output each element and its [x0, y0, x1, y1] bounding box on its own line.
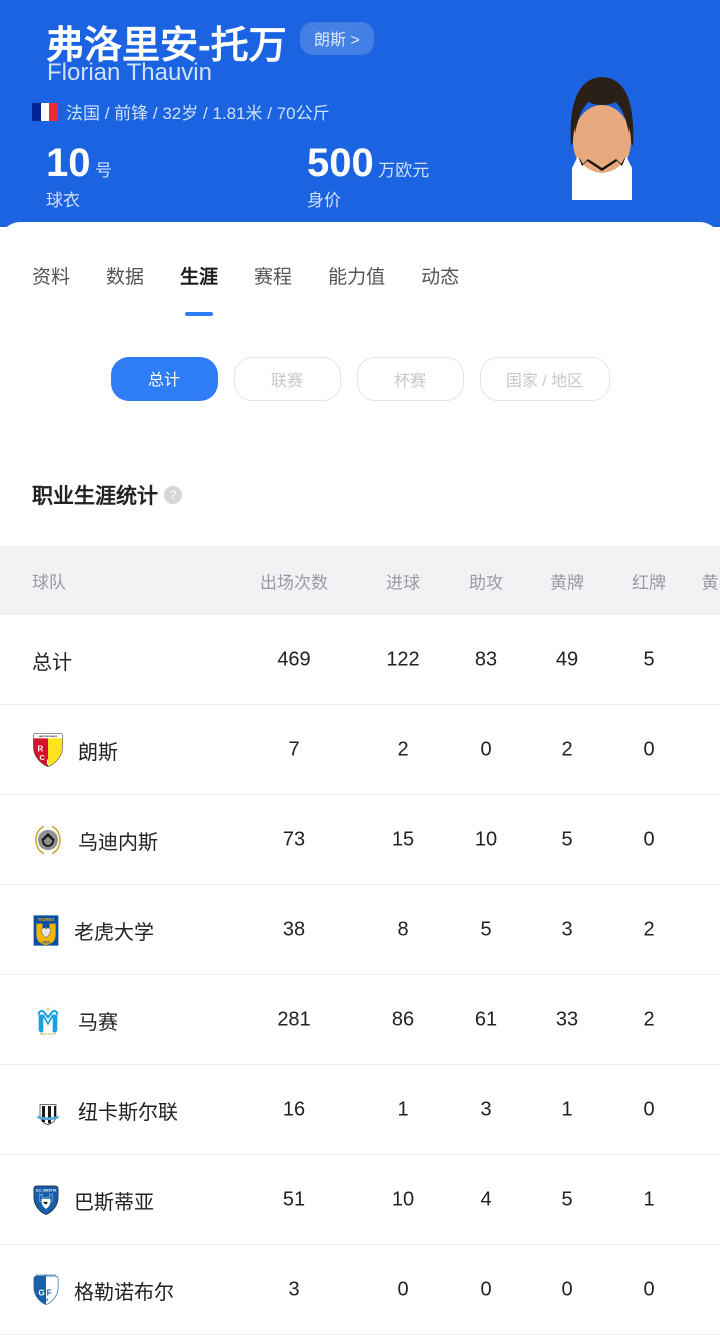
svg-text:DROIT AU BUT: DROIT AU BUT — [40, 1033, 57, 1036]
svg-text:Grenoble Foot: Grenoble Foot — [36, 1274, 56, 1277]
svg-text:HAUTS-DE-FRANCE: HAUTS-DE-FRANCE — [39, 735, 58, 738]
svg-text:UANL: UANL — [41, 940, 51, 944]
svg-text:C: C — [40, 753, 46, 762]
svg-text:38: 38 — [44, 1298, 48, 1302]
svg-text:F: F — [47, 1289, 52, 1298]
svg-text:R: R — [37, 744, 43, 753]
svg-text:S.C. BASTIA: S.C. BASTIA — [36, 1189, 57, 1193]
svg-text:G: G — [38, 1289, 44, 1298]
svg-text:TIGRES: TIGRES — [38, 916, 55, 921]
